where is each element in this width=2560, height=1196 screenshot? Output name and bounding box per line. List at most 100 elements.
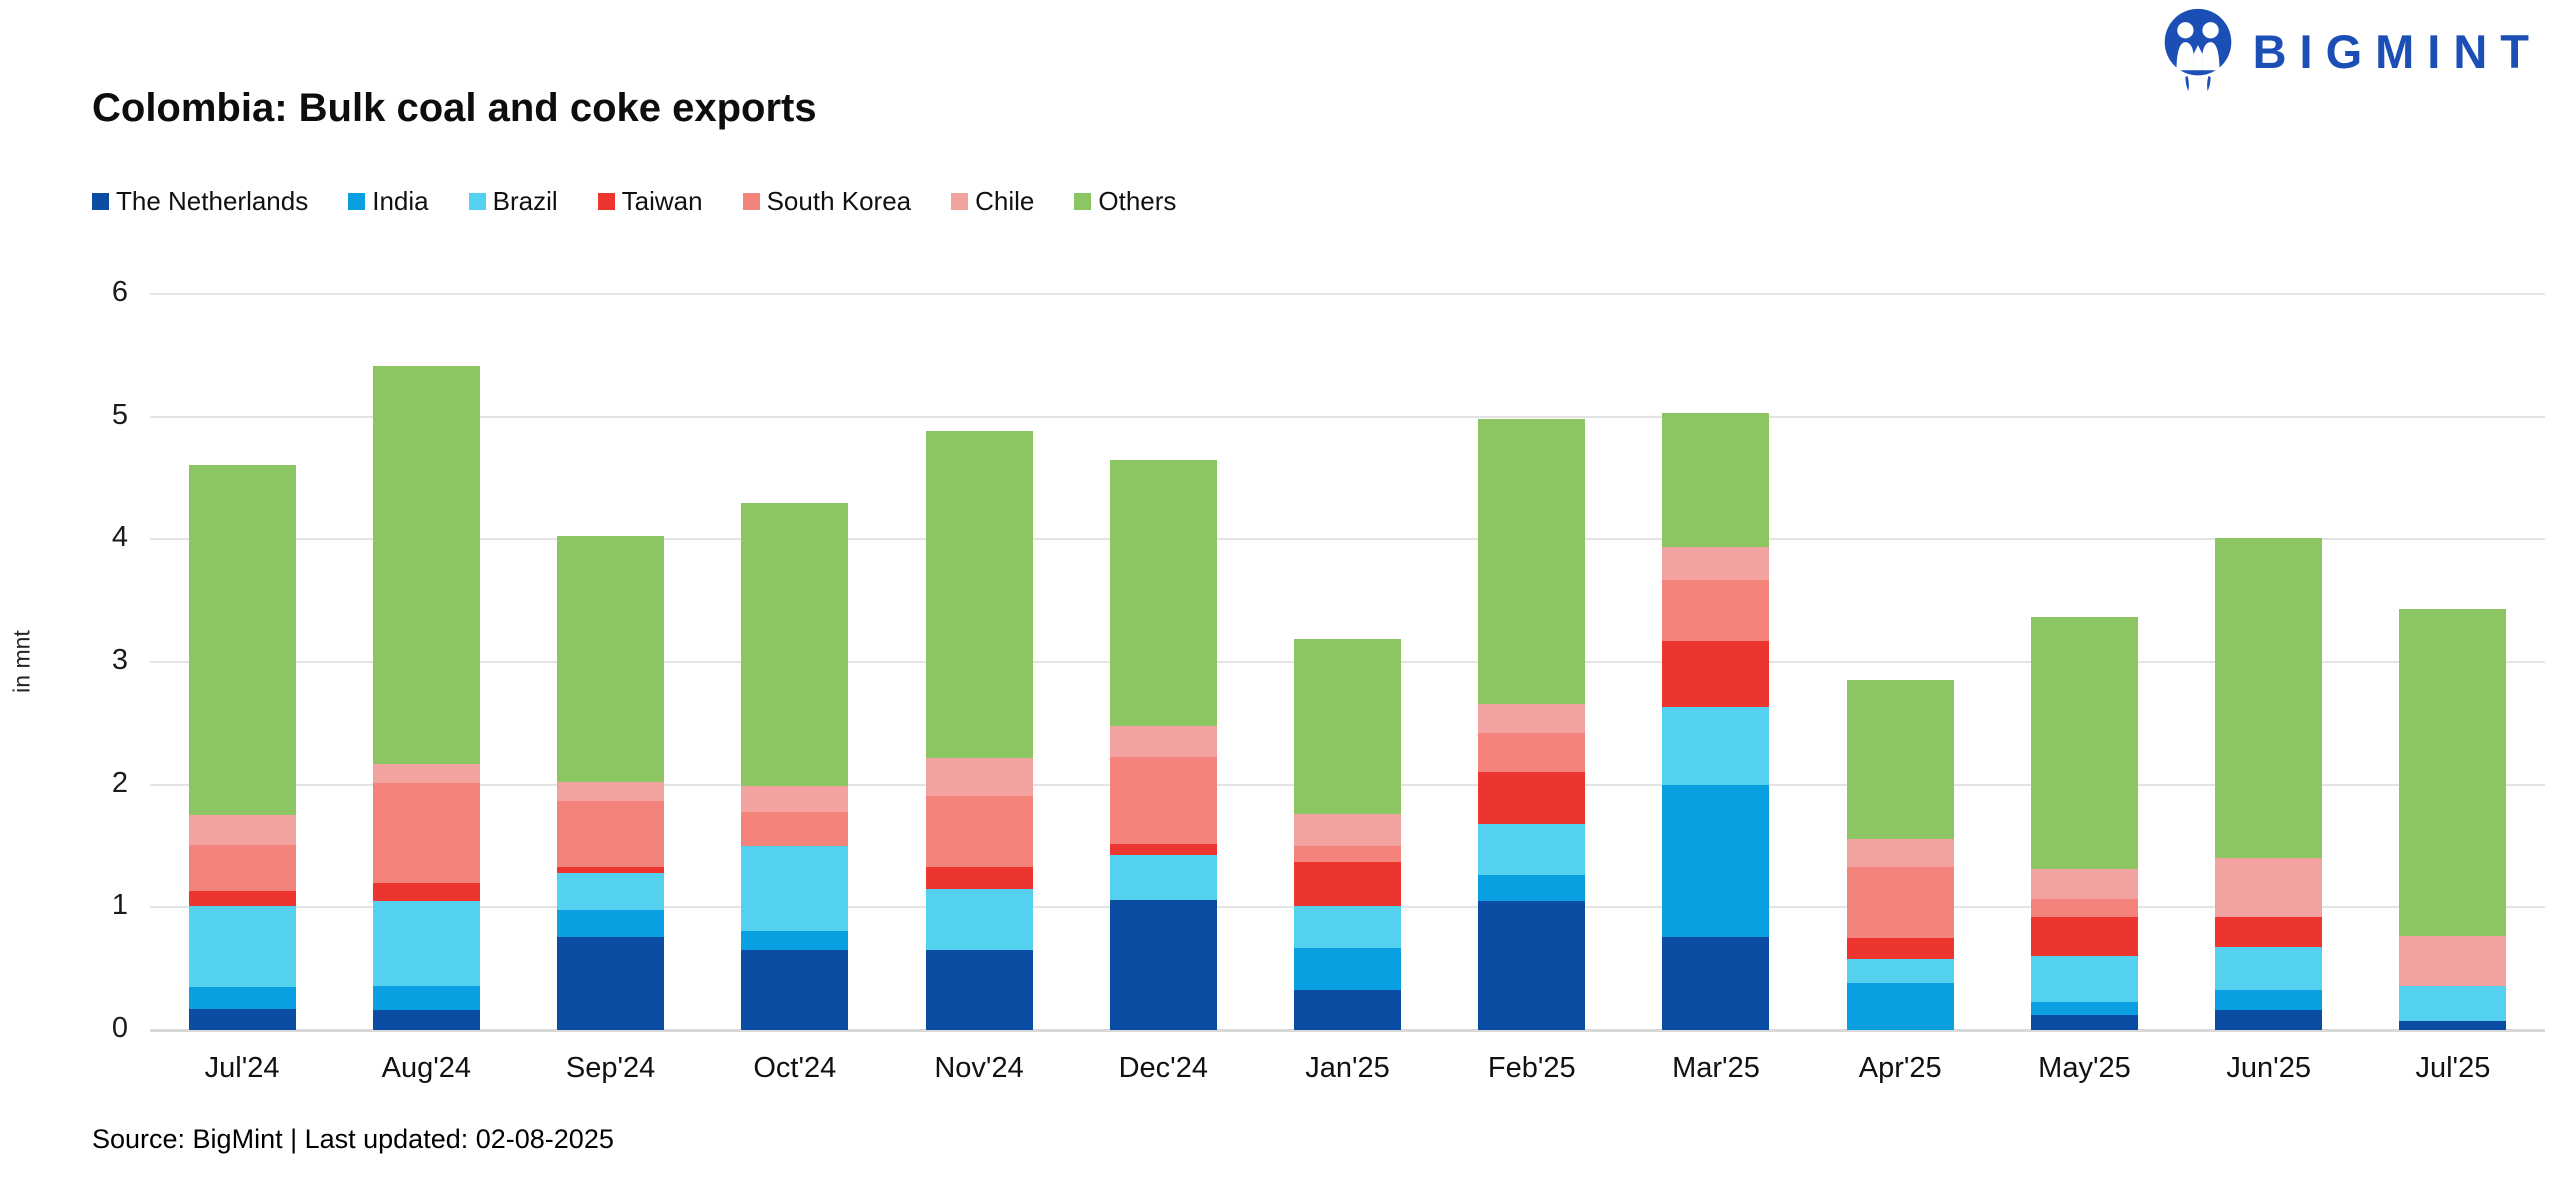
bar-segment-chile [188, 815, 296, 845]
legend-item-south-korea: South Korea [742, 186, 912, 217]
y-axis-ticks: 0 1 2 3 4 5 6 [40, 276, 128, 1044]
bar-segment-others [741, 502, 849, 786]
legend-item-brazil: Brazil [468, 186, 558, 217]
bar-stack [557, 535, 665, 1030]
bar-stack [188, 464, 296, 1030]
bar-segment-brazil [372, 901, 480, 986]
legend-swatch [468, 193, 486, 210]
bigmint-logo: BIGMINT [2161, 8, 2542, 94]
y-tick-5: 5 [111, 398, 128, 431]
bar-segment-chile [1478, 703, 1586, 734]
bar-segment-brazil [2030, 956, 2138, 1002]
chart-title: Colombia: Bulk coal and coke exports [92, 86, 817, 130]
legend-label: Brazil [492, 186, 558, 216]
source-note: Source: BigMint | Last updated: 02-08-20… [92, 1124, 614, 1154]
bar-segment-the-netherlands [1662, 936, 1770, 1030]
bar-segment-others [1846, 680, 1954, 839]
bar-column-nov24 [887, 294, 1071, 1030]
bar-segment-the-netherlands [1109, 899, 1217, 1030]
bar-segment-south-korea [1662, 579, 1770, 642]
x-tick-jan25: Jan'25 [1305, 1052, 1390, 1084]
x-tick-sep24: Sep'24 [565, 1052, 656, 1084]
y-tick-2: 2 [111, 766, 128, 799]
bar-stack [1109, 459, 1217, 1030]
legend-swatch [597, 193, 615, 210]
bar-segment-the-netherlands [372, 1010, 480, 1030]
x-tick-jun25: Jun'25 [2226, 1052, 2311, 1084]
y-tick-6: 6 [111, 276, 128, 308]
x-tick-aug24: Aug'24 [381, 1052, 472, 1084]
bar-column-apr25 [1808, 294, 1992, 1030]
bar-segment-south-korea [372, 783, 480, 883]
bars-container [150, 294, 2545, 1030]
bar-stack [2215, 538, 2323, 1030]
bar-segment-south-korea [1478, 733, 1586, 773]
bar-segment-others [188, 464, 296, 816]
legend-item-india: India [348, 186, 429, 217]
x-tick-jul24: Jul'24 [204, 1052, 280, 1084]
bar-segment-brazil [741, 846, 849, 931]
x-tick-dec24: Dec'24 [1118, 1052, 1208, 1084]
legend-label: South Korea [766, 186, 912, 216]
brand-name: BIGMINT [2252, 24, 2542, 78]
bar-segment-india [557, 909, 665, 937]
bar-segment-brazil [1478, 823, 1586, 876]
bar-segment-chile [741, 785, 849, 812]
bar-stack [925, 431, 1033, 1030]
bar-segment-brazil [1662, 707, 1770, 785]
bar-column-jul24 [150, 294, 334, 1030]
bar-segment-india [1846, 983, 1954, 1030]
bar-column-mar25 [1624, 294, 1808, 1030]
chart-legend: The Netherlands India Brazil Taiwan South Ko… [92, 186, 1176, 217]
y-tick-1: 1 [111, 889, 128, 922]
bar-segment-india [1294, 947, 1402, 990]
bar-segment-south-korea [741, 811, 849, 847]
bar-segment-brazil [2215, 946, 2323, 990]
bar-segment-india [1662, 784, 1770, 937]
legend-label: India [372, 186, 429, 216]
bar-segment-brazil [1294, 906, 1402, 948]
bar-segment-chile [372, 763, 480, 784]
bar-segment-the-netherlands [2399, 1021, 2507, 1030]
legend-swatch [1074, 193, 1092, 210]
bar-segment-others [2030, 616, 2138, 870]
bar-segment-taiwan [1662, 641, 1770, 708]
bar-segment-taiwan [1478, 772, 1586, 824]
bar-segment-south-korea [1846, 866, 1954, 939]
bar-segment-chile [2030, 869, 2138, 899]
plot-area [150, 293, 2545, 1032]
bar-segment-india [741, 930, 849, 951]
bar-segment-the-netherlands [1294, 989, 1402, 1030]
bar-segment-chile [1294, 814, 1402, 847]
bar-segment-taiwan [372, 882, 480, 902]
bar-column-may25 [1992, 294, 2176, 1030]
bar-segment-others [372, 366, 480, 764]
x-tick-jul25: Jul'25 [2415, 1052, 2491, 1084]
bar-segment-others [2215, 538, 2323, 859]
legend-item-chile: Chile [951, 186, 1034, 217]
bar-segment-taiwan [2030, 917, 2138, 957]
bar-stack [741, 502, 849, 1030]
bar-segment-the-netherlands [1478, 901, 1586, 1030]
bar-segment-india [1478, 875, 1586, 902]
y-tick-3: 3 [111, 644, 128, 676]
x-tick-feb25: Feb'25 [1487, 1052, 1576, 1084]
bar-segment-others [925, 431, 1033, 758]
bar-segment-india [2215, 989, 2323, 1011]
x-tick-mar25: Mar'25 [1672, 1052, 1760, 1084]
y-axis-label: in mnt [8, 630, 35, 693]
bar-segment-brazil [1109, 854, 1217, 900]
x-tick-nov24: Nov'24 [934, 1052, 1024, 1084]
x-tick-apr25: Apr'25 [1858, 1052, 1942, 1084]
bar-segment-others [1478, 419, 1586, 704]
bar-segment-taiwan [925, 866, 1033, 889]
bar-segment-the-netherlands [188, 1009, 296, 1030]
bar-segment-taiwan [557, 866, 665, 873]
bar-segment-chile [1109, 725, 1217, 757]
bar-segment-chile [2215, 858, 2323, 918]
y-tick-0: 0 [111, 1012, 128, 1044]
bar-segment-the-netherlands [2215, 1010, 2323, 1030]
legend-item-others: Others [1074, 186, 1176, 217]
bar-segment-india [372, 985, 480, 1011]
